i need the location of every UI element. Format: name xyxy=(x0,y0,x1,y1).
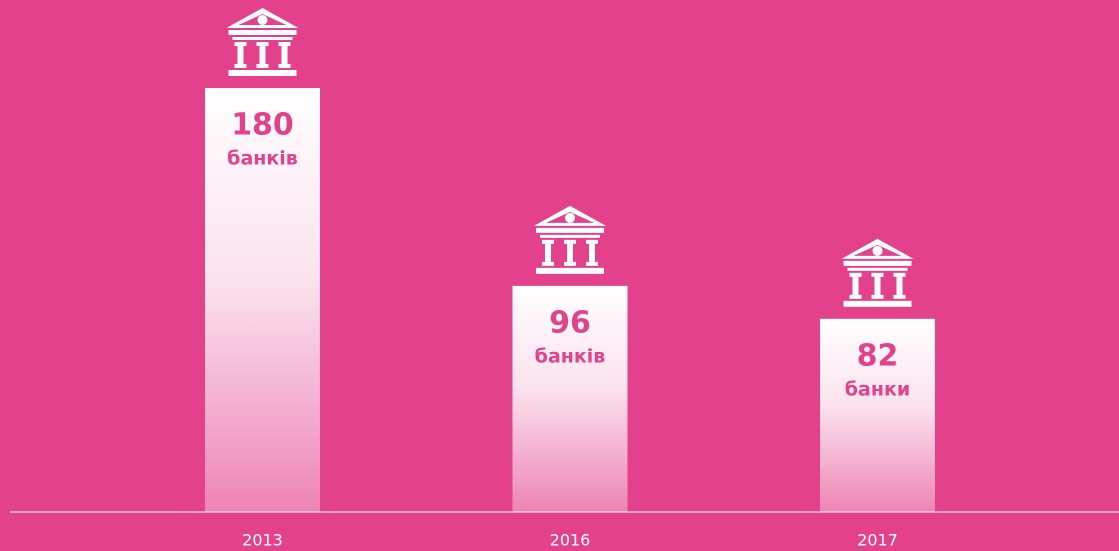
unit-label: банків xyxy=(227,148,298,170)
x-tick-label: 2016 xyxy=(550,531,591,550)
unit-label: банки xyxy=(845,378,910,400)
bar xyxy=(820,318,935,512)
x-tick-label: 2017 xyxy=(857,531,898,550)
x-tick-label: 2013 xyxy=(242,531,283,550)
value-label: 82 xyxy=(857,338,899,373)
bank-icon xyxy=(841,238,914,307)
unit-label: банків xyxy=(535,345,606,367)
bank-icon xyxy=(226,8,299,76)
value-label: 96 xyxy=(549,305,591,340)
bank-icon xyxy=(534,205,606,274)
bar xyxy=(512,285,628,512)
bar xyxy=(205,88,320,512)
value-label: 180 xyxy=(231,108,294,143)
